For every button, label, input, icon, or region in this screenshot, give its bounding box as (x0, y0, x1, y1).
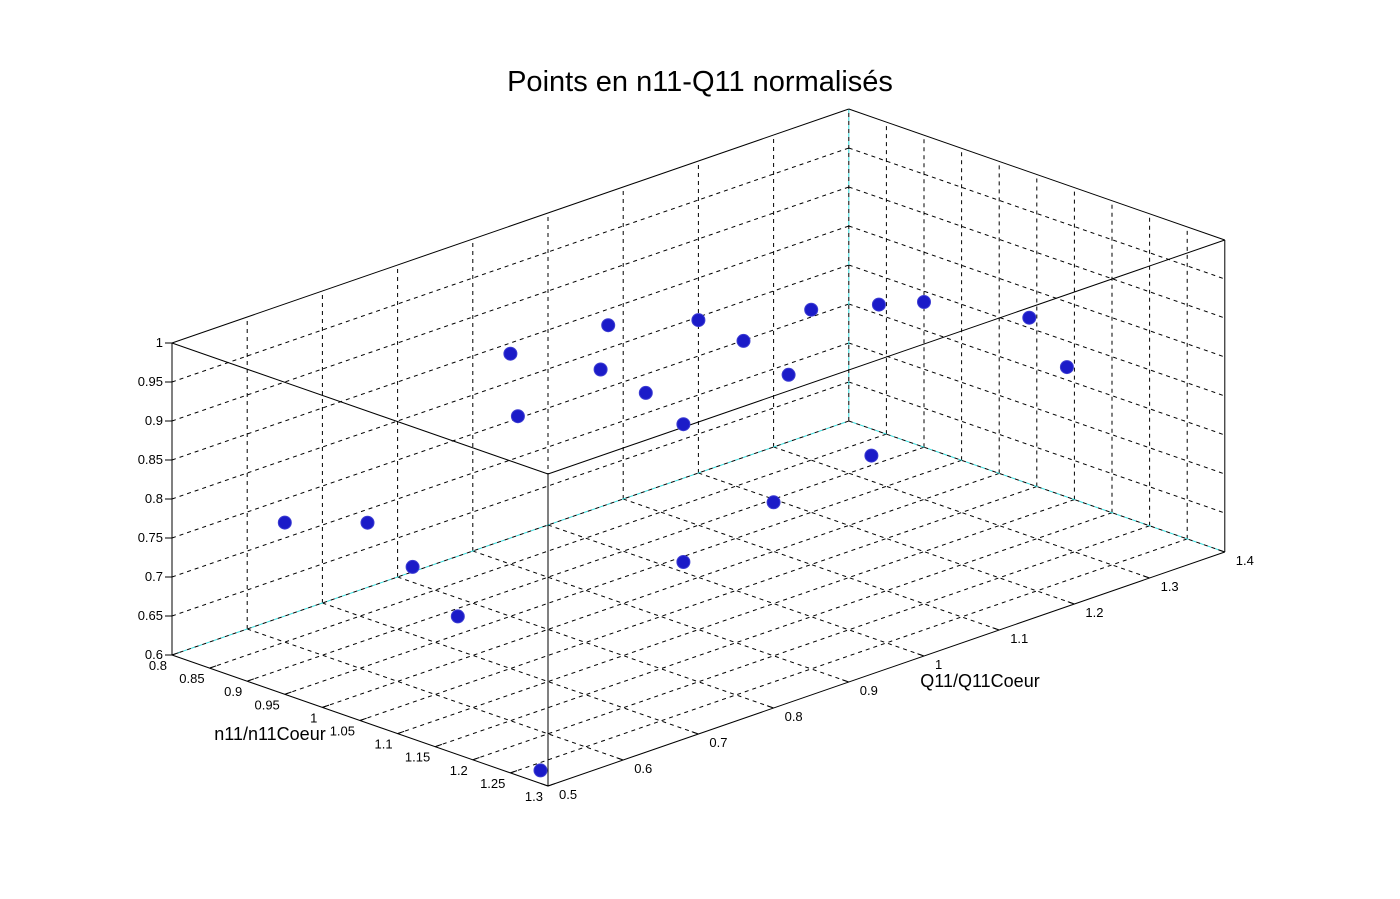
tick-label: 0.8 (785, 709, 803, 724)
tick-label: 1.1 (1010, 631, 1028, 646)
tick-label: 0.7 (145, 569, 163, 584)
grid-accent-lines (171, 109, 1225, 656)
tick-label: 0.65 (138, 608, 163, 623)
tick-label: 1 (310, 710, 317, 725)
tick-label: 1.3 (525, 789, 543, 804)
data-point (503, 346, 518, 361)
tick-label: 0.5 (559, 787, 577, 802)
data-point (638, 385, 653, 400)
y-axis-label: Q11/Q11Coeur (920, 671, 1039, 691)
data-point (1059, 360, 1074, 375)
x-axis-label: n11/n11Coeur (214, 724, 325, 744)
data-point (804, 302, 819, 317)
data-point (781, 367, 796, 382)
data-point (871, 297, 886, 312)
tick-label: 0.85 (138, 452, 163, 467)
tick-label: 0.85 (179, 671, 204, 686)
grid-lines (171, 122, 1225, 774)
data-points (277, 295, 1074, 778)
data-point (450, 609, 465, 624)
tick-label: 0.9 (224, 684, 242, 699)
tick-label: 1.15 (405, 750, 430, 765)
tick-label: 1.2 (450, 763, 468, 778)
tick-label: 0.95 (138, 374, 163, 389)
tick-label: 1.1 (375, 737, 393, 752)
tick-label: 1.2 (1085, 605, 1103, 620)
tick-label: 0.6 (145, 647, 163, 662)
data-point (277, 515, 292, 530)
tick-label: 1.3 (1161, 579, 1179, 594)
data-point (601, 318, 616, 333)
tick-label: 0.9 (145, 413, 163, 428)
chart-title: Points en n11-Q11 normalisés (507, 66, 893, 98)
data-point (864, 448, 879, 463)
data-point (405, 559, 420, 574)
tick-label: 1.25 (480, 776, 505, 791)
tick-label: 1.05 (330, 724, 355, 739)
tick-label: 0.8 (145, 491, 163, 506)
data-point (360, 515, 375, 530)
tick-label: 1.4 (1236, 553, 1254, 568)
data-point (533, 763, 548, 778)
tick-labels: 0.8 0.85 0.9 0.95 1 1.05 1.1 1.15 1.2 1.25 1.3 0.5 0… (138, 335, 1254, 804)
data-point (1022, 310, 1037, 325)
tick-label: 1 (935, 657, 942, 672)
data-point (676, 417, 691, 432)
data-point (510, 409, 525, 424)
data-point (676, 555, 691, 569)
tick-label: 0.7 (709, 735, 727, 750)
tick-label: 0.6 (634, 761, 652, 776)
data-point (766, 495, 781, 510)
tick-label: 0.75 (138, 530, 163, 545)
tick-label: 0.95 (254, 697, 279, 712)
tick-marks (165, 342, 1225, 787)
data-point (593, 362, 608, 377)
data-point (736, 333, 751, 348)
tick-label: 1 (156, 335, 163, 350)
tick-label: 0.9 (860, 683, 878, 698)
data-point (917, 295, 931, 309)
tick-label: 0.8 (149, 658, 167, 673)
data-point (691, 313, 706, 328)
